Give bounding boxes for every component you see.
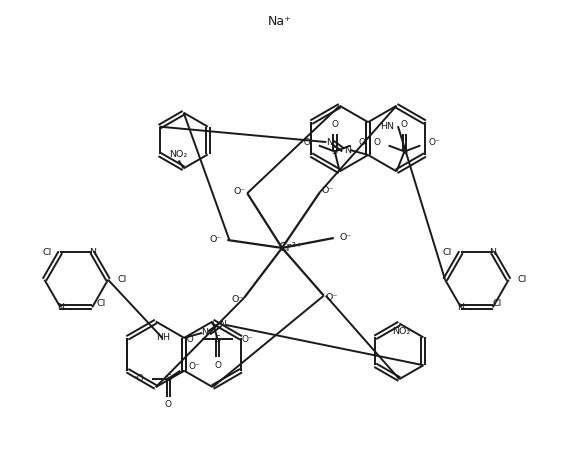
Text: O⁻: O⁻ <box>209 235 221 244</box>
Text: N: N <box>88 248 96 257</box>
Text: O: O <box>358 138 366 147</box>
Text: S: S <box>214 335 221 344</box>
Text: O: O <box>214 361 221 370</box>
Text: Cl: Cl <box>518 275 527 284</box>
Text: O⁻: O⁻ <box>321 186 334 195</box>
Text: N: N <box>57 303 64 312</box>
Text: N: N <box>344 146 351 155</box>
Text: Cl: Cl <box>443 248 452 257</box>
Text: Cl: Cl <box>492 299 501 308</box>
Text: Cl: Cl <box>117 275 126 284</box>
Text: O: O <box>165 400 172 409</box>
Text: ⁻O: ⁻O <box>133 374 144 383</box>
Text: O⁻: O⁻ <box>428 138 440 147</box>
Text: S: S <box>165 374 171 383</box>
Text: Na⁺: Na⁺ <box>268 15 292 28</box>
Text: O⁻: O⁻ <box>339 234 352 243</box>
Text: O: O <box>331 120 338 129</box>
Text: NH: NH <box>156 333 171 342</box>
Text: HN: HN <box>380 122 394 131</box>
Text: O⁻: O⁻ <box>233 187 246 196</box>
Text: NO₂: NO₂ <box>392 327 410 336</box>
Text: Cr³⁺: Cr³⁺ <box>278 242 302 254</box>
Text: O⁻: O⁻ <box>188 362 200 371</box>
Text: N: N <box>490 248 497 257</box>
Text: O: O <box>373 138 381 147</box>
Text: O: O <box>401 120 408 129</box>
Text: NO₂: NO₂ <box>169 150 188 159</box>
Text: N: N <box>220 321 227 329</box>
Text: Cl: Cl <box>42 248 51 257</box>
Text: N: N <box>326 138 333 147</box>
Text: Cl: Cl <box>96 299 105 308</box>
Text: ⁻O: ⁻O <box>182 335 194 344</box>
Text: O⁻: O⁻ <box>231 295 243 304</box>
Text: N: N <box>457 303 465 312</box>
Text: O⁻: O⁻ <box>242 335 253 344</box>
Text: S: S <box>402 147 407 156</box>
Text: ⁻O: ⁻O <box>299 138 311 147</box>
Text: S: S <box>332 147 338 156</box>
Text: N: N <box>202 329 209 337</box>
Text: O⁻: O⁻ <box>325 293 338 302</box>
